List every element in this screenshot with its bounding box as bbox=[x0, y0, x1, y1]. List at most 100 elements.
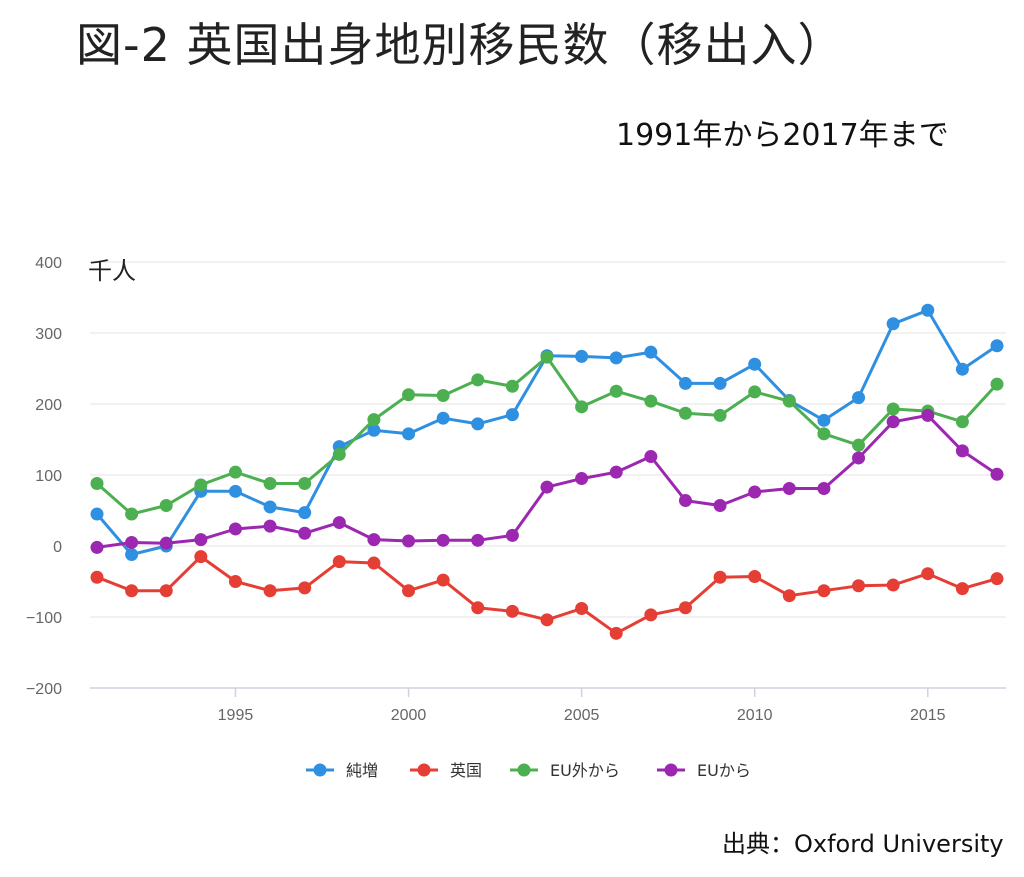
legend-label: EUから bbox=[697, 761, 751, 780]
data-point bbox=[228, 575, 242, 588]
data-point bbox=[471, 373, 485, 387]
y-axis: 400 300 200 100 0 −100 −200 bbox=[26, 255, 62, 698]
data-point bbox=[782, 481, 796, 495]
y-tick-label: −100 bbox=[26, 610, 62, 627]
data-point bbox=[852, 579, 866, 593]
data-point bbox=[159, 499, 173, 513]
data-point bbox=[228, 484, 242, 498]
data-point bbox=[886, 317, 900, 331]
data-point bbox=[609, 384, 623, 398]
data-point bbox=[678, 494, 692, 508]
data-point bbox=[402, 584, 416, 598]
data-point bbox=[125, 584, 139, 598]
legend-item: 純増 bbox=[306, 761, 378, 780]
chart-subtitle: 1991年から2017年まで bbox=[616, 118, 949, 153]
data-point bbox=[748, 485, 762, 499]
series-英国 bbox=[90, 550, 1004, 640]
data-point bbox=[367, 423, 381, 437]
legend-item: EUから bbox=[657, 761, 751, 780]
legend-marker bbox=[417, 763, 431, 777]
series-EUから bbox=[90, 408, 1004, 554]
y-axis-unit-label: 千人 bbox=[88, 257, 136, 285]
x-axis: 1995 2000 2005 2010 2015 bbox=[90, 687, 1006, 724]
data-point bbox=[817, 427, 831, 441]
data-point bbox=[955, 582, 969, 596]
data-point bbox=[852, 391, 866, 405]
data-point bbox=[436, 411, 450, 425]
data-point bbox=[955, 415, 969, 429]
legend-label: 英国 bbox=[450, 761, 482, 780]
data-point bbox=[194, 550, 208, 564]
data-point bbox=[609, 626, 623, 640]
data-point bbox=[402, 427, 416, 441]
data-point bbox=[921, 567, 935, 581]
data-point bbox=[367, 556, 381, 570]
data-point bbox=[228, 522, 242, 536]
data-point bbox=[125, 507, 139, 521]
data-point bbox=[678, 601, 692, 615]
x-tick-label: 2005 bbox=[564, 707, 600, 724]
data-point bbox=[644, 450, 658, 464]
y-tick-label: 300 bbox=[35, 326, 62, 343]
data-point bbox=[886, 402, 900, 416]
series-line bbox=[95, 308, 998, 556]
data-point bbox=[713, 376, 727, 390]
data-point bbox=[90, 477, 104, 491]
data-point bbox=[159, 536, 173, 550]
series-group bbox=[90, 303, 1004, 640]
data-point bbox=[90, 540, 104, 554]
data-point bbox=[263, 477, 277, 491]
data-point bbox=[955, 362, 969, 376]
data-point bbox=[644, 345, 658, 359]
data-point bbox=[228, 465, 242, 479]
data-point bbox=[886, 578, 900, 592]
legend-marker bbox=[313, 763, 327, 777]
data-point bbox=[990, 467, 1004, 481]
data-point bbox=[644, 394, 658, 408]
data-point bbox=[436, 573, 450, 587]
data-point bbox=[298, 506, 312, 520]
legend-marker bbox=[517, 763, 531, 777]
data-point bbox=[332, 516, 346, 530]
data-point bbox=[990, 377, 1004, 391]
data-point bbox=[748, 385, 762, 399]
data-point bbox=[367, 533, 381, 547]
data-point bbox=[990, 572, 1004, 586]
x-tick-label: 2015 bbox=[910, 707, 946, 724]
data-point bbox=[125, 535, 139, 549]
data-point bbox=[748, 570, 762, 584]
source-credit: 出典：Oxford University bbox=[722, 830, 1004, 858]
data-point bbox=[540, 613, 554, 627]
data-point bbox=[748, 357, 762, 371]
data-point bbox=[782, 394, 796, 408]
data-point bbox=[575, 400, 589, 414]
data-point bbox=[159, 584, 173, 598]
chart-title: 図-2 英国出身地別移民数（移出入） bbox=[76, 18, 845, 72]
data-point bbox=[194, 478, 208, 492]
data-point bbox=[575, 601, 589, 615]
data-point bbox=[852, 451, 866, 465]
x-tick-label: 1995 bbox=[218, 707, 254, 724]
data-point bbox=[436, 388, 450, 402]
y-tick-label: −200 bbox=[26, 681, 62, 698]
data-point bbox=[678, 376, 692, 390]
x-tick-label: 2000 bbox=[391, 707, 427, 724]
data-point bbox=[298, 581, 312, 595]
data-point bbox=[471, 417, 485, 431]
data-point bbox=[782, 589, 796, 603]
data-point bbox=[298, 477, 312, 491]
data-point bbox=[298, 526, 312, 540]
series-EU外から bbox=[90, 350, 1004, 521]
data-point bbox=[505, 528, 519, 542]
data-point bbox=[125, 548, 139, 562]
data-point bbox=[817, 481, 831, 495]
data-point bbox=[263, 500, 277, 514]
y-tick-label: 400 bbox=[35, 255, 62, 272]
data-point bbox=[609, 351, 623, 365]
y-tick-label: 100 bbox=[35, 468, 62, 485]
data-point bbox=[921, 408, 935, 422]
data-point bbox=[921, 303, 935, 317]
data-point bbox=[955, 444, 969, 458]
data-point bbox=[713, 499, 727, 513]
